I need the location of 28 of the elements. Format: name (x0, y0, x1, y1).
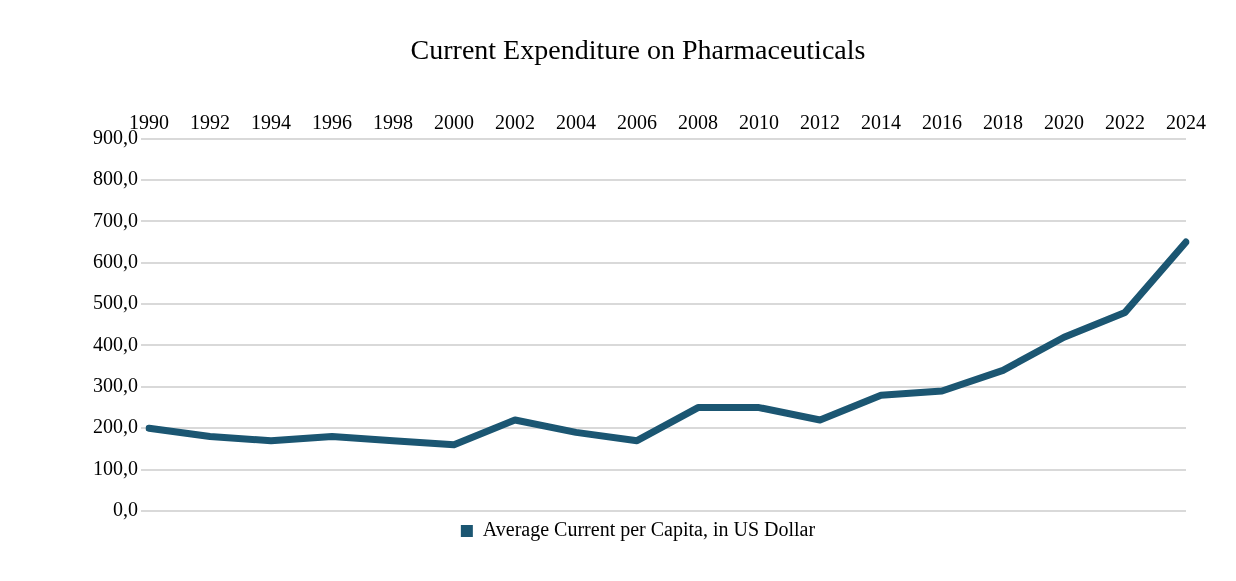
x-tick-label: 2014 (861, 110, 901, 133)
x-tick-label: 1994 (251, 110, 291, 133)
x-tick-label: 1996 (312, 110, 352, 133)
x-tick-label: 2022 (1105, 110, 1145, 133)
x-tick-label: 2006 (617, 110, 657, 133)
x-tick-label: 2008 (678, 110, 718, 133)
y-tick-label: 0,0 (113, 498, 138, 521)
x-tick-label: 1992 (190, 110, 230, 133)
chart-title: Current Expenditure on Pharmaceuticals (410, 34, 866, 66)
y-tick-label: 500,0 (93, 291, 138, 314)
y-tick-label: 100,0 (93, 456, 138, 479)
y-tick-label: 300,0 (93, 374, 138, 397)
y-tick-label: 600,0 (93, 249, 138, 272)
x-tick-label: 2016 (922, 110, 962, 133)
x-tick-label: 2000 (434, 110, 474, 133)
y-tick-label: 200,0 (93, 415, 138, 438)
y-tick-label: 800,0 (93, 167, 138, 190)
x-tick-label: 2002 (495, 110, 535, 133)
x-tick-label: 1998 (373, 110, 413, 133)
x-tick-label: 2024 (1166, 110, 1206, 133)
y-tick-label: 400,0 (93, 332, 138, 355)
x-tick-label: 2012 (800, 110, 840, 133)
legend-label: Average Current per Capita, in US Dollar (482, 518, 816, 542)
x-tick-label: 2010 (739, 110, 779, 133)
y-tick-label: 700,0 (93, 208, 138, 231)
x-tick-label: 2018 (983, 110, 1023, 133)
x-tick-label: 2020 (1044, 110, 1084, 133)
x-tick-label: 2004 (556, 110, 596, 133)
